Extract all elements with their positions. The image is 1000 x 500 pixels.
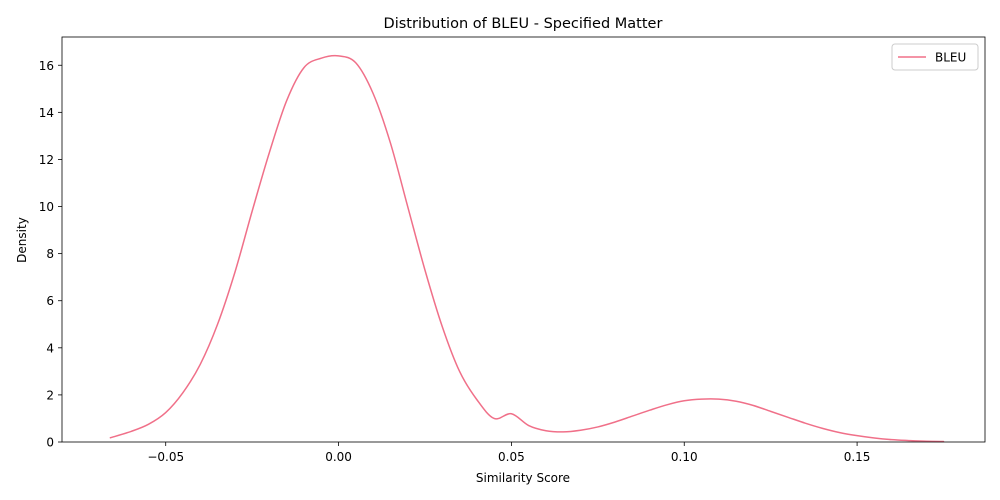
x-tick-label: 0.00 [325, 450, 352, 464]
y-tick-label: 4 [46, 341, 54, 355]
y-axis-title: Density [15, 217, 29, 263]
x-tick-label: 0.15 [844, 450, 871, 464]
y-tick-label: 10 [39, 200, 54, 214]
x-axis-title: Similarity Score [476, 471, 570, 485]
y-tick-label: 12 [39, 153, 54, 167]
series-line-bleu [109, 54, 945, 443]
chart-title: Distribution of BLEU - Specified Matter [384, 16, 663, 32]
y-axis-ticks: 0 2 4 6 8 10 12 14 16 [39, 59, 62, 450]
y-tick-label: 16 [39, 59, 54, 73]
y-tick-label: 2 [46, 388, 54, 402]
legend: BLEU [891, 43, 979, 71]
legend-box [891, 43, 979, 71]
y-tick-label: 0 [46, 436, 54, 450]
plot-frame [61, 36, 986, 443]
legend-label-bleu: BLEU [935, 51, 966, 65]
x-tick-label: 0.05 [498, 450, 525, 464]
x-tick-label: 0.10 [671, 450, 698, 464]
x-tick-label: −0.05 [147, 450, 184, 464]
plot-area [109, 54, 945, 443]
y-tick-label: 8 [46, 247, 54, 261]
x-axis-ticks: −0.05 0.00 0.05 0.10 0.15 [147, 442, 870, 464]
y-tick-label: 6 [46, 294, 54, 308]
y-tick-label: 14 [39, 106, 54, 120]
